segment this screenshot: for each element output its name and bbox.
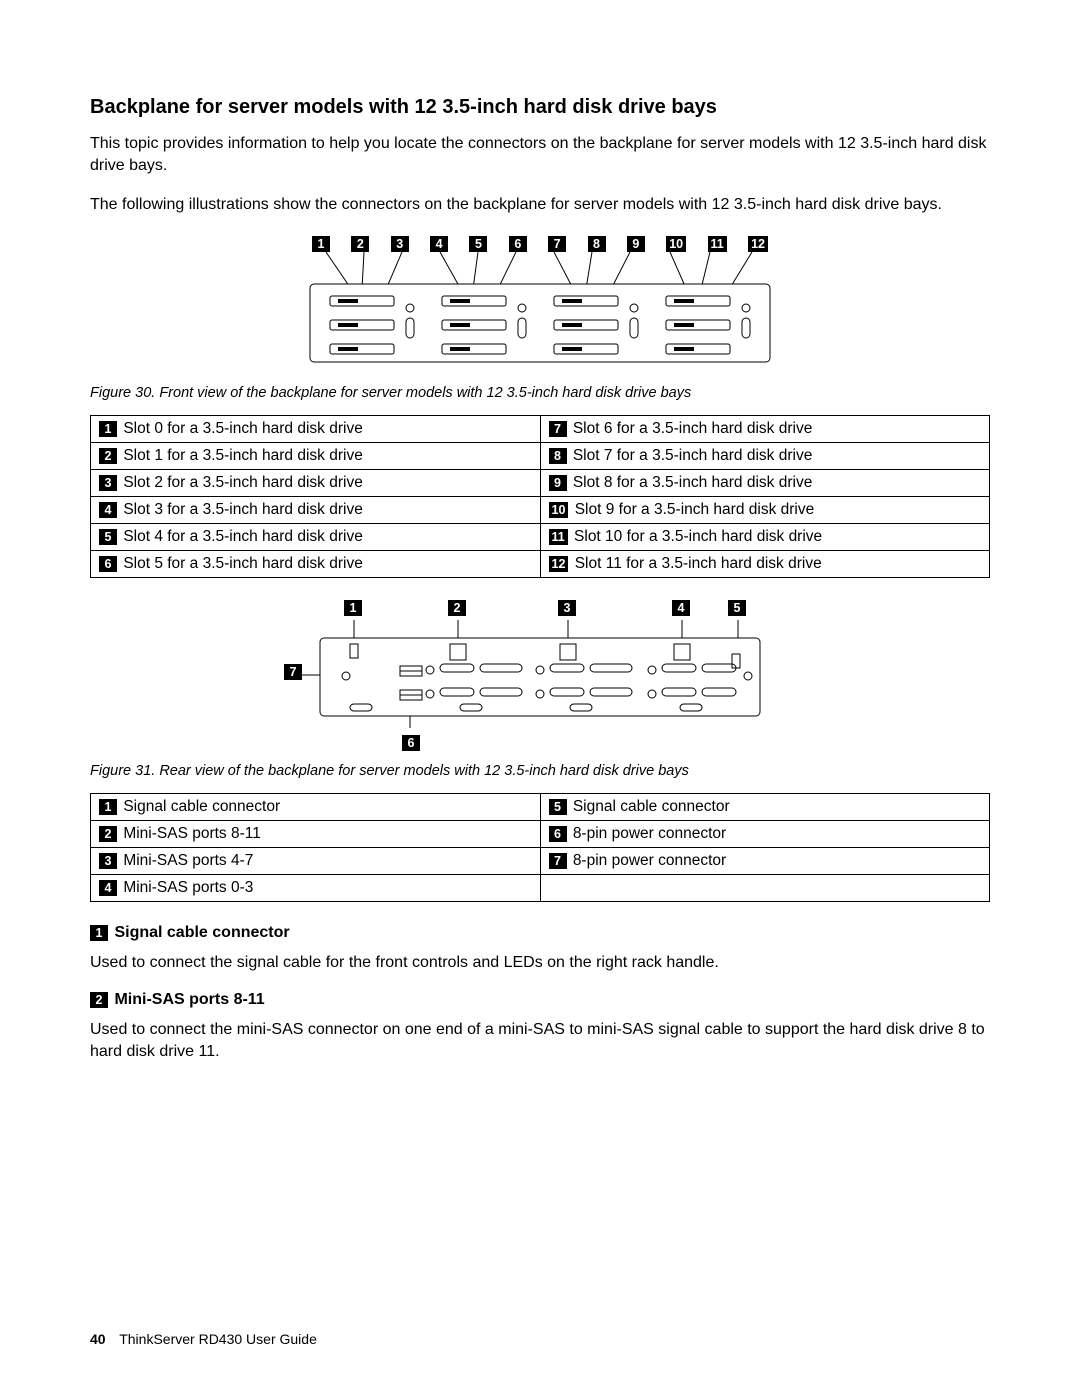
callout-badge-10: 10 — [666, 236, 686, 252]
cell-text: Mini-SAS ports 4-7 — [123, 852, 253, 869]
cell-text: 8-pin power connector — [573, 852, 726, 869]
section-title: Signal cable connector — [114, 924, 289, 941]
cell-text: Slot 7 for a 3.5-inch hard disk drive — [573, 447, 813, 464]
figure-31-callout-row-top: 1 2 3 4 5 — [320, 600, 800, 620]
intro-paragraph-1: This topic provides information to help … — [90, 133, 990, 176]
figure-30-caption: Figure 30. Front view of the backplane f… — [90, 385, 990, 401]
callout-badge: 2 — [90, 992, 108, 1008]
figure-30: 123456789101112 — [90, 236, 990, 377]
figure-30-svg — [300, 252, 780, 372]
table-row: 5 Slot 4 for a 3.5-inch hard disk drive 1… — [91, 523, 990, 550]
cell-text: Slot 0 for a 3.5-inch hard disk drive — [123, 420, 363, 437]
section-title: Mini-SAS ports 8-11 — [114, 991, 264, 1008]
cell-text: Slot 2 for a 3.5-inch hard disk drive — [123, 474, 363, 491]
callout-badge-2: 2 — [351, 236, 369, 252]
callout-badge-12: 12 — [748, 236, 768, 252]
figure-30-callout-row: 123456789101112 — [306, 236, 774, 252]
callout-badge: 7 — [549, 421, 567, 437]
callout-badge: 4 — [99, 880, 117, 896]
table-row: 2 Slot 1 for a 3.5-inch hard disk drive 8… — [91, 442, 990, 469]
callout-badge-9: 9 — [627, 236, 645, 252]
callout-badge-4: 4 — [430, 236, 448, 252]
figure-31-caption: Figure 31. Rear view of the backplane fo… — [90, 763, 990, 779]
cell-text: Slot 10 for a 3.5-inch hard disk drive — [574, 528, 822, 545]
callout-badge-6: 6 — [509, 236, 527, 252]
doc-title-footer: ThinkServer RD430 User Guide — [119, 1331, 317, 1347]
callout-badge-3: 3 — [558, 600, 576, 616]
cell-text: Slot 11 for a 3.5-inch hard disk drive — [575, 555, 822, 572]
cell-text: Mini-SAS ports 8-11 — [123, 825, 261, 842]
callout-badge: 1 — [99, 799, 117, 815]
figure-31-svg — [280, 620, 800, 730]
callout-badge: 3 — [99, 853, 117, 869]
page-footer: 40 ThinkServer RD430 User Guide — [90, 1331, 317, 1347]
section-body: Used to connect the mini-SAS connector o… — [90, 1019, 990, 1062]
callout-badge: 2 — [99, 448, 117, 464]
cell-text: Slot 9 for a 3.5-inch hard disk drive — [575, 501, 815, 518]
callout-badge-7-side: 7 — [284, 664, 302, 680]
callout-badge: 10 — [549, 502, 569, 518]
section-heading: 1 Signal cable connector — [90, 924, 990, 942]
page: Backplane for server models with 12 3.5-… — [0, 0, 1080, 1397]
page-number: 40 — [90, 1331, 106, 1347]
table-row: 4 Mini-SAS ports 0-3 — [91, 874, 990, 901]
callout-badge-5: 5 — [469, 236, 487, 252]
callout-badge: 8 — [549, 448, 567, 464]
table-row: 2 Mini-SAS ports 8-11 6 8-pin power conne… — [91, 820, 990, 847]
callout-badge-3: 3 — [391, 236, 409, 252]
table-row: 1 Slot 0 for a 3.5-inch hard disk drive 7… — [91, 415, 990, 442]
callout-badge: 6 — [549, 826, 567, 842]
callout-badge-2: 2 — [448, 600, 466, 616]
section-heading: 2 Mini-SAS ports 8-11 — [90, 991, 990, 1009]
figure-31: 1 2 3 4 5 7 — [90, 600, 990, 755]
callout-badge-1: 1 — [312, 236, 330, 252]
callout-badge-4: 4 — [672, 600, 690, 616]
callout-badge: 3 — [99, 475, 117, 491]
cell-text: Slot 4 for a 3.5-inch hard disk drive — [123, 528, 363, 545]
callout-badge: 1 — [99, 421, 117, 437]
cell-text: 8-pin power connector — [573, 825, 726, 842]
detail-sections: 1 Signal cable connector Used to connect … — [90, 924, 990, 1063]
cell-text: Slot 5 for a 3.5-inch hard disk drive — [123, 555, 363, 572]
callout-badge: 12 — [549, 556, 569, 572]
cell-text: Mini-SAS ports 0-3 — [123, 879, 253, 896]
callout-badge: 7 — [549, 853, 567, 869]
callout-badge-11: 11 — [708, 236, 727, 252]
figure-31-diagram: 1 2 3 4 5 7 — [280, 600, 800, 755]
table-row: 1 Signal cable connector 5 Signal cable c… — [91, 793, 990, 820]
callout-badge-5: 5 — [728, 600, 746, 616]
callout-badge: 2 — [99, 826, 117, 842]
callout-badge-7: 7 — [548, 236, 566, 252]
table-row: 6 Slot 5 for a 3.5-inch hard disk drive 1… — [91, 550, 990, 577]
callout-badge: 9 — [549, 475, 567, 491]
callout-badge: 5 — [99, 529, 117, 545]
figure-31-table: 1 Signal cable connector 5 Signal cable c… — [90, 793, 990, 902]
cell-text: Slot 8 for a 3.5-inch hard disk drive — [573, 474, 813, 491]
callout-badge: 4 — [99, 502, 117, 518]
cell-text: Signal cable connector — [123, 798, 280, 815]
callout-badge-1: 1 — [344, 600, 362, 616]
callout-badge: 6 — [99, 556, 117, 572]
cell-text: Signal cable connector — [573, 798, 730, 815]
cell-text: Slot 3 for a 3.5-inch hard disk drive — [123, 501, 363, 518]
figure-30-table: 1 Slot 0 for a 3.5-inch hard disk drive 7… — [90, 415, 990, 578]
section-body: Used to connect the signal cable for the… — [90, 952, 990, 974]
callout-badge: 1 — [90, 925, 108, 941]
callout-badge: 5 — [549, 799, 567, 815]
figure-30-diagram: 123456789101112 — [300, 236, 780, 377]
cell-text: Slot 6 for a 3.5-inch hard disk drive — [573, 420, 813, 437]
callout-badge: 11 — [549, 529, 568, 545]
page-title: Backplane for server models with 12 3.5-… — [90, 96, 990, 119]
callout-badge-6-bottom: 6 — [402, 735, 420, 751]
intro-paragraph-2: The following illustrations show the con… — [90, 194, 990, 216]
table-row: 3 Slot 2 for a 3.5-inch hard disk drive 9… — [91, 469, 990, 496]
table-row: 3 Mini-SAS ports 4-7 7 8-pin power connec… — [91, 847, 990, 874]
cell-text: Slot 1 for a 3.5-inch hard disk drive — [123, 447, 363, 464]
callout-badge-8: 8 — [588, 236, 606, 252]
table-row: 4 Slot 3 for a 3.5-inch hard disk drive 1… — [91, 496, 990, 523]
